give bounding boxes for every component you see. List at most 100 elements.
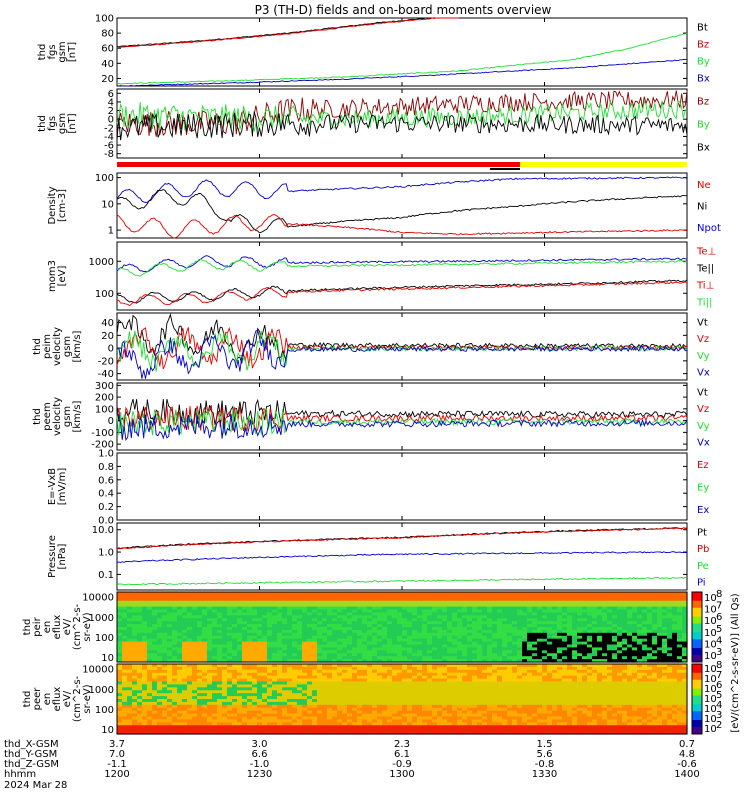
heatmap-cell [187,664,193,668]
heatmap-cell [617,597,623,602]
heatmap-cell [552,653,558,657]
heatmap-cell [507,690,513,694]
heatmap-cell [677,641,683,646]
heatmap-cell [292,635,298,640]
heatmap-cell [412,664,418,668]
heatmap-cell [167,609,173,614]
heatmap-cell [342,641,348,646]
heatmap-cell [297,644,303,649]
heatmap-cell [507,687,513,691]
heatmap-cell [477,606,483,611]
heatmap-cell [172,704,178,709]
heatmap-cell [202,710,208,715]
heatmap-cell [412,710,418,715]
heatmap-cell [632,656,638,660]
heatmap-cell [157,641,163,646]
heatmap-cell [317,638,323,643]
heatmap-cell [297,696,303,700]
heatmap-cell [317,710,323,715]
heatmap-cell [647,615,653,619]
heatmap-cell [357,684,363,688]
heatmap-cell [337,710,343,715]
heatmap-cell [352,615,358,619]
heatmap-cell [642,647,648,651]
heatmap-cell [252,632,258,637]
heatmap-cell [342,606,348,611]
heatmap-cell [387,621,393,625]
heatmap-cell [217,656,223,660]
heatmap-cell [172,653,178,657]
heatmap-cell [162,690,168,694]
heatmap-cell [257,669,263,674]
heatmap-cell [167,696,173,700]
heatmap-cell [152,627,158,631]
heatmap-cell [127,693,133,697]
legend-Pt: Pt [697,527,707,538]
heatmap-cell [672,638,678,643]
heatmap-cell [317,707,323,712]
heatmap-cell [122,666,128,671]
heatmap-cell [122,701,128,706]
heatmap-cell [122,609,128,614]
heatmap-cell [327,672,333,677]
heatmap-cell [287,672,293,677]
heatmap-cell [512,644,518,649]
heatmap-cell [342,612,348,616]
heatmap-cell [457,618,463,622]
heatmap-cell [382,592,388,596]
heatmap-cell [307,650,313,654]
heatmap-cell [162,731,168,735]
heatmap-cell [542,606,548,611]
heatmap-cell [367,606,373,611]
heatmap-cell [427,592,433,596]
heatmap-cell [207,603,213,608]
heatmap-cell [122,629,128,634]
heatmap-cell [487,659,493,663]
heatmap-cell [232,612,238,616]
heatmap-cell [352,638,358,643]
heatmap-cell [257,592,263,596]
heatmap-cell [427,713,433,718]
heatmap-cell [242,725,248,729]
heatmap-cell [337,656,343,660]
heatmap-cell [217,597,223,602]
heatmap-cell [517,618,523,622]
heatmap-cell [302,618,308,622]
heatmap-cell [597,635,603,640]
heatmap-cell [357,666,363,671]
heatmap-cell [417,632,423,637]
heatmap-cell [542,653,548,657]
heatmap-cell [587,612,593,616]
heatmap-cell [437,716,443,721]
heatmap-cell [282,666,288,671]
heatmap-cell [327,592,333,596]
heatmap-cell [637,656,643,660]
heatmap-cell [597,597,603,602]
heatmap-cell [377,731,383,735]
heatmap-cell [232,690,238,694]
heatmap-cell [322,606,328,611]
heatmap-cell [297,624,303,628]
heatmap-cell [237,621,243,625]
heatmap-cell [522,603,528,608]
heatmap-cell [162,710,168,715]
heatmap-cell [252,606,258,611]
heatmap-cell [217,713,223,718]
heatmap-cell [287,594,293,599]
heatmap-cell [652,641,658,646]
heatmap-cell [407,609,413,614]
heatmap-cell [467,693,473,697]
heatmap-cell [132,690,138,694]
heatmap-cell [372,659,378,663]
heatmap-cell [422,687,428,691]
heatmap-cell [267,725,273,729]
y-tick-label: -6 [104,141,114,152]
heatmap-cell [227,609,233,614]
heatmap-cell [427,719,433,723]
heatmap-cell [432,659,438,663]
heatmap-cell [257,597,263,602]
heatmap-cell [467,666,473,671]
heatmap-cell [332,615,338,619]
heatmap-cell [142,666,148,671]
heatmap-cell [327,635,333,640]
